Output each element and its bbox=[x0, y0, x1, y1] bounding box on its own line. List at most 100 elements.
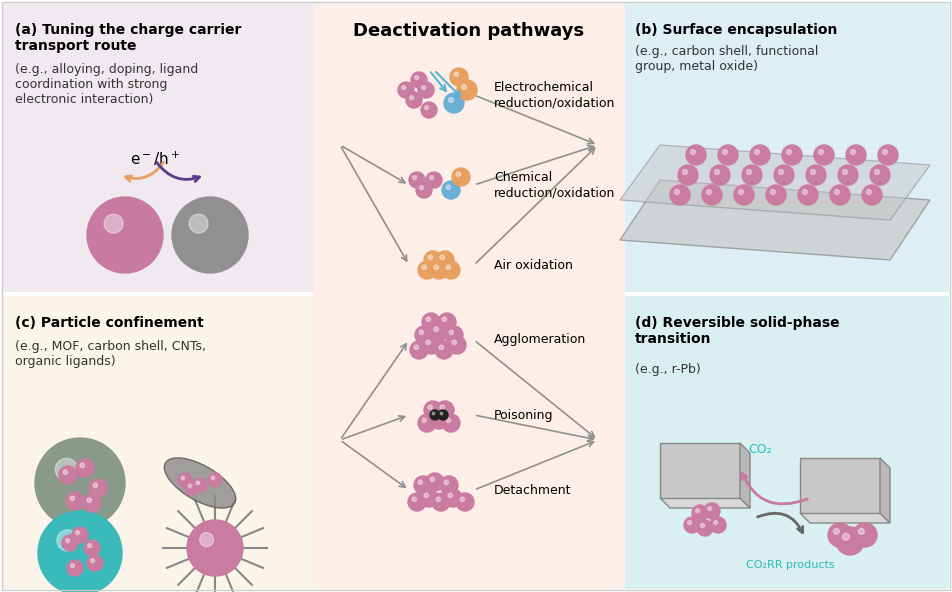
Circle shape bbox=[104, 214, 123, 233]
Circle shape bbox=[38, 511, 122, 592]
Circle shape bbox=[408, 493, 426, 511]
Circle shape bbox=[774, 165, 794, 185]
Circle shape bbox=[181, 476, 185, 480]
Circle shape bbox=[786, 150, 791, 155]
Circle shape bbox=[398, 82, 414, 98]
Polygon shape bbox=[800, 513, 890, 523]
Circle shape bbox=[422, 86, 426, 89]
Circle shape bbox=[819, 150, 823, 155]
Circle shape bbox=[430, 411, 448, 429]
Circle shape bbox=[402, 86, 406, 89]
Circle shape bbox=[55, 458, 78, 481]
Circle shape bbox=[418, 480, 423, 484]
Circle shape bbox=[853, 523, 877, 547]
Text: (d) Reversible solid-phase
transition: (d) Reversible solid-phase transition bbox=[635, 316, 840, 346]
Circle shape bbox=[412, 497, 417, 501]
Circle shape bbox=[715, 169, 720, 175]
FancyBboxPatch shape bbox=[623, 296, 949, 589]
Circle shape bbox=[70, 496, 74, 501]
Circle shape bbox=[440, 255, 445, 259]
Text: CO₂RR products: CO₂RR products bbox=[745, 560, 834, 570]
Circle shape bbox=[766, 185, 786, 205]
Circle shape bbox=[750, 145, 770, 165]
Circle shape bbox=[843, 533, 849, 540]
Circle shape bbox=[424, 251, 442, 269]
Circle shape bbox=[426, 172, 442, 188]
Polygon shape bbox=[660, 498, 750, 508]
Circle shape bbox=[448, 493, 452, 497]
FancyBboxPatch shape bbox=[3, 296, 317, 589]
Circle shape bbox=[415, 76, 419, 79]
Circle shape bbox=[697, 520, 713, 536]
FancyBboxPatch shape bbox=[623, 3, 949, 292]
Circle shape bbox=[428, 405, 432, 410]
Circle shape bbox=[70, 564, 74, 568]
Circle shape bbox=[436, 251, 454, 269]
Circle shape bbox=[420, 489, 438, 507]
Circle shape bbox=[66, 539, 69, 543]
Circle shape bbox=[419, 330, 424, 334]
Circle shape bbox=[63, 470, 68, 475]
Circle shape bbox=[701, 523, 704, 527]
Circle shape bbox=[444, 480, 448, 484]
Circle shape bbox=[862, 185, 882, 205]
Circle shape bbox=[833, 529, 840, 535]
Circle shape bbox=[406, 92, 422, 108]
Circle shape bbox=[414, 345, 419, 349]
Circle shape bbox=[438, 410, 448, 420]
Text: CO₂: CO₂ bbox=[748, 443, 772, 456]
Circle shape bbox=[706, 189, 711, 195]
Circle shape bbox=[193, 478, 207, 492]
Text: Chemical
reduction/oxidation: Chemical reduction/oxidation bbox=[494, 171, 615, 199]
Circle shape bbox=[422, 313, 440, 331]
Circle shape bbox=[172, 197, 248, 273]
Circle shape bbox=[448, 336, 466, 354]
Circle shape bbox=[454, 72, 459, 76]
Circle shape bbox=[420, 186, 424, 189]
Circle shape bbox=[456, 493, 474, 511]
Circle shape bbox=[452, 168, 470, 186]
Circle shape bbox=[430, 323, 448, 341]
Circle shape bbox=[810, 169, 816, 175]
Circle shape bbox=[432, 493, 450, 511]
Circle shape bbox=[444, 489, 462, 507]
Circle shape bbox=[859, 529, 864, 535]
Circle shape bbox=[178, 473, 192, 487]
Circle shape bbox=[883, 150, 887, 155]
Circle shape bbox=[690, 150, 696, 155]
Circle shape bbox=[755, 150, 760, 155]
Circle shape bbox=[426, 340, 430, 345]
Polygon shape bbox=[660, 443, 740, 498]
Text: Detachment: Detachment bbox=[494, 484, 571, 497]
Circle shape bbox=[211, 476, 214, 480]
Circle shape bbox=[449, 330, 453, 334]
Circle shape bbox=[432, 412, 435, 415]
Circle shape bbox=[409, 172, 425, 188]
Circle shape bbox=[422, 418, 426, 423]
Circle shape bbox=[683, 169, 687, 175]
Circle shape bbox=[67, 560, 83, 576]
Circle shape bbox=[422, 265, 426, 269]
Text: (a) Tuning the charge carrier
transport route: (a) Tuning the charge carrier transport … bbox=[15, 23, 242, 53]
Polygon shape bbox=[800, 458, 880, 513]
Circle shape bbox=[188, 484, 191, 488]
Circle shape bbox=[684, 517, 700, 533]
Circle shape bbox=[442, 414, 460, 432]
Circle shape bbox=[430, 477, 434, 481]
Circle shape bbox=[448, 98, 453, 102]
Circle shape bbox=[452, 340, 457, 345]
Circle shape bbox=[457, 80, 477, 100]
Text: Electrochemical
reduction/oxidation: Electrochemical reduction/oxidation bbox=[494, 81, 615, 109]
Circle shape bbox=[779, 169, 783, 175]
Circle shape bbox=[429, 176, 433, 179]
Circle shape bbox=[846, 145, 866, 165]
Circle shape bbox=[62, 535, 78, 551]
Circle shape bbox=[410, 341, 428, 359]
Circle shape bbox=[72, 527, 88, 543]
Circle shape bbox=[422, 336, 440, 354]
Circle shape bbox=[739, 189, 744, 195]
Circle shape bbox=[444, 93, 464, 113]
Circle shape bbox=[814, 145, 834, 165]
Circle shape bbox=[83, 494, 101, 512]
Circle shape bbox=[200, 533, 213, 546]
